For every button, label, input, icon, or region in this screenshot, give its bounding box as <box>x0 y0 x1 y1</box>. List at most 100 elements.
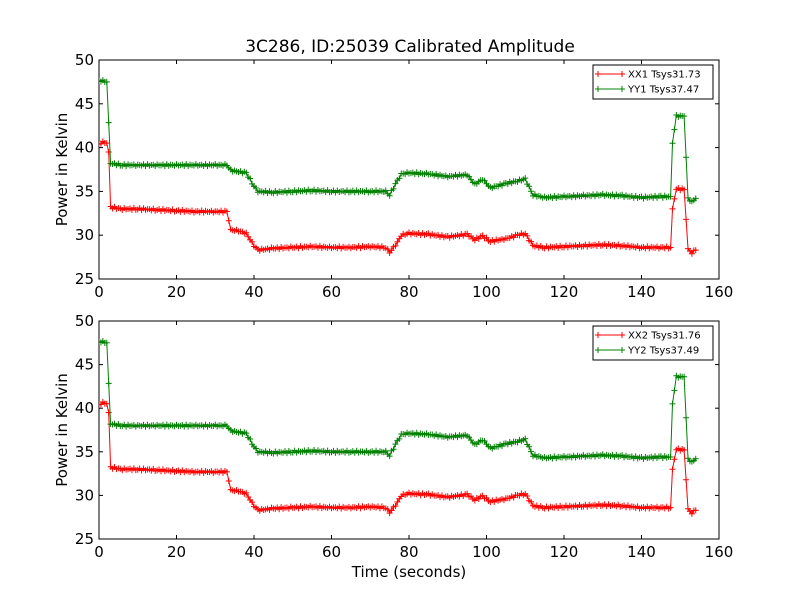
data-point <box>667 454 674 461</box>
data-point <box>464 490 471 497</box>
data-point <box>688 510 695 517</box>
data-point <box>692 455 699 462</box>
legend-swatch-marker <box>619 347 625 353</box>
data-point <box>247 435 254 442</box>
data-point <box>392 242 399 249</box>
y-tick-label: 25 <box>75 530 94 548</box>
data-point <box>466 173 473 180</box>
data-point <box>669 466 676 473</box>
x-tick-label: 20 <box>167 543 186 561</box>
data-point <box>249 499 256 506</box>
data-point <box>683 216 690 223</box>
legend-swatch-marker <box>595 86 601 92</box>
data-point <box>526 183 533 190</box>
data-point <box>522 175 529 182</box>
data-point <box>103 140 110 147</box>
data-point <box>103 400 110 407</box>
data-point <box>669 205 676 212</box>
data-point <box>225 478 232 485</box>
data-point <box>390 185 397 192</box>
y-axis-label: Power in Kelvin <box>53 113 71 227</box>
data-point <box>669 400 676 407</box>
data-point <box>382 447 389 454</box>
x-tick-label: 0 <box>94 543 104 561</box>
y-tick-label: 45 <box>75 95 94 113</box>
data-point <box>681 186 688 193</box>
data-point <box>252 445 259 452</box>
x-tick-label: 0 <box>94 283 104 301</box>
legend-box <box>592 64 714 100</box>
x-tick-label: 40 <box>244 283 263 301</box>
y-tick-label: 40 <box>75 399 94 417</box>
series-2 <box>99 337 699 465</box>
y-axis-label: Power in Kelvin <box>53 373 71 487</box>
data-point <box>692 195 699 202</box>
data-point <box>528 448 535 455</box>
x-tick-label: 40 <box>244 543 263 561</box>
data-point <box>103 339 110 346</box>
series-1 <box>99 138 699 257</box>
data-point <box>245 493 252 500</box>
data-point <box>382 187 389 194</box>
data-point <box>223 208 230 215</box>
data-point <box>396 175 403 182</box>
legend-entry-label: XX2 Tsys31.76 <box>628 331 701 342</box>
legend-entry-label: YY2 Tsys37.49 <box>627 346 699 357</box>
chart-panel-1: 0 20 40 60 80 100 120 140 160 25 30 35 40 45 50 Power i… <box>53 51 733 301</box>
data-point <box>681 113 688 120</box>
data-point <box>245 233 252 240</box>
legend-swatch-marker <box>619 71 625 77</box>
x-tick-label: 120 <box>550 543 579 561</box>
legend-swatch-marker <box>595 347 601 353</box>
y-tick-label: 45 <box>75 356 94 374</box>
data-point <box>522 435 529 442</box>
series-line <box>99 401 696 515</box>
data-point <box>681 447 688 454</box>
legend-swatch-marker <box>595 332 601 338</box>
data-point <box>671 126 678 133</box>
y-tick-label: 50 <box>75 312 94 330</box>
data-point <box>683 154 690 161</box>
x-tick-label: 80 <box>399 543 418 561</box>
y-tick-label: 50 <box>75 51 94 69</box>
data-point <box>394 498 401 505</box>
data-point <box>243 229 250 236</box>
legend: XX2 Tsys31.76 YY2 Tsys37.49 <box>592 325 714 361</box>
data-point <box>683 414 690 421</box>
y-tick-label: 25 <box>75 270 94 288</box>
legend-box <box>592 325 714 361</box>
legend-entry-label: XX1 Tsys31.73 <box>628 70 701 81</box>
data-point <box>528 188 535 195</box>
data-point <box>105 119 112 126</box>
panels: 0 20 40 60 80 100 120 140 160 25 30 35 40 45 50 Power i… <box>53 51 733 581</box>
data-point <box>681 373 688 380</box>
legend-swatch-marker <box>595 71 601 77</box>
x-tick-label: 140 <box>627 543 656 561</box>
data-point <box>692 247 699 254</box>
data-point <box>667 504 674 511</box>
data-point <box>247 175 254 182</box>
data-point <box>103 78 110 85</box>
data-point <box>528 238 535 245</box>
data-point <box>388 507 395 514</box>
data-point <box>243 489 250 496</box>
data-point <box>223 468 230 475</box>
data-point <box>384 246 391 253</box>
data-point <box>481 438 488 445</box>
data-point <box>388 247 395 254</box>
data-point <box>384 506 391 513</box>
legend-swatch-marker <box>619 86 625 92</box>
data-point <box>386 453 393 460</box>
y-tick-label: 30 <box>75 486 94 504</box>
x-tick-label: 60 <box>322 283 341 301</box>
series-line <box>99 140 696 255</box>
data-point <box>243 169 250 176</box>
legend: XX1 Tsys31.73 YY1 Tsys37.47 <box>592 64 714 100</box>
data-point <box>483 234 490 241</box>
data-point <box>683 476 690 483</box>
data-point <box>243 430 250 437</box>
data-point <box>394 238 401 245</box>
data-point <box>685 455 691 462</box>
legend-swatch-marker <box>619 332 625 338</box>
